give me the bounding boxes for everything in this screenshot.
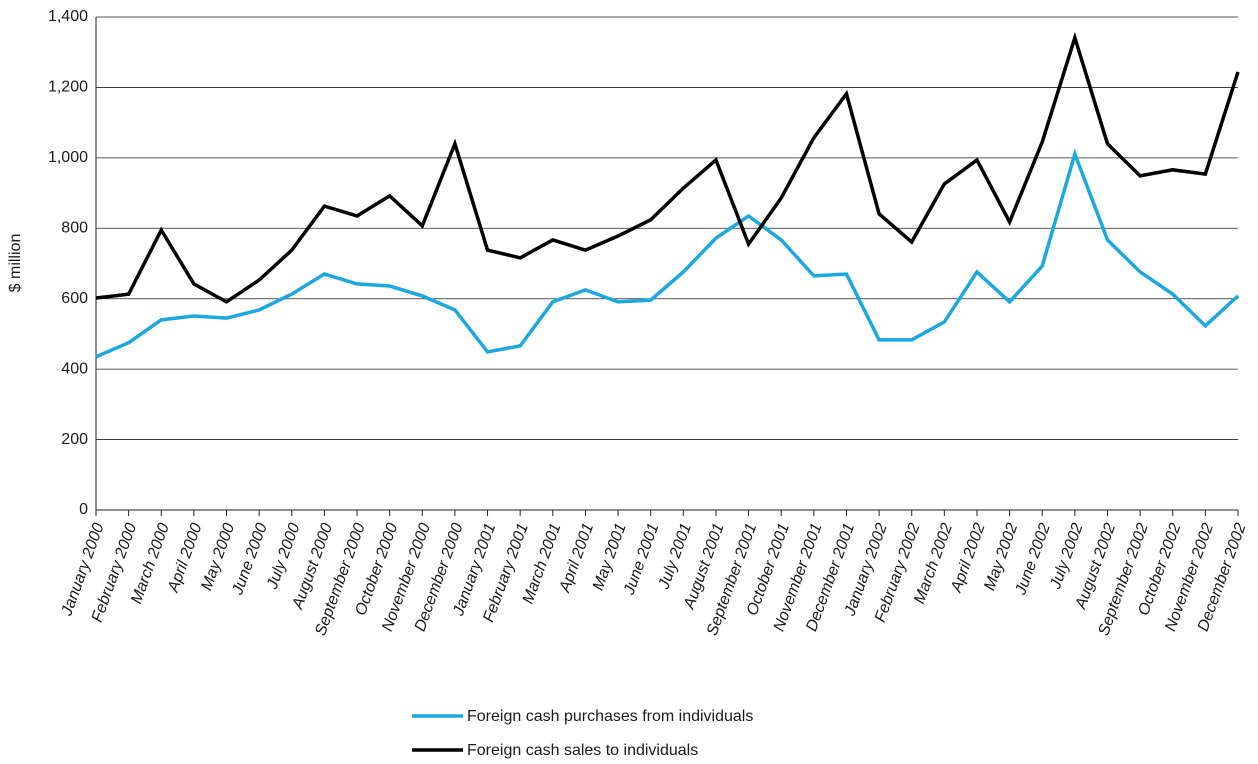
y-tick-label: 600 <box>61 290 88 307</box>
y-tick-label: 1,400 <box>48 8 88 25</box>
legend-label: Foreign cash sales to individuals <box>467 742 698 759</box>
y-axis-label: $ million <box>7 234 24 293</box>
legend-label: Foreign cash purchases from individuals <box>467 708 753 725</box>
y-tick-label: 200 <box>61 431 88 448</box>
y-tick-label: 400 <box>61 360 88 377</box>
y-tick-label: 1,000 <box>48 149 88 166</box>
series-line <box>95 31 1240 304</box>
series-line <box>95 148 1240 359</box>
y-tick-label: 800 <box>61 220 88 237</box>
y-tick-label: 0 <box>79 501 88 518</box>
y-tick-label: 1,200 <box>48 79 88 96</box>
